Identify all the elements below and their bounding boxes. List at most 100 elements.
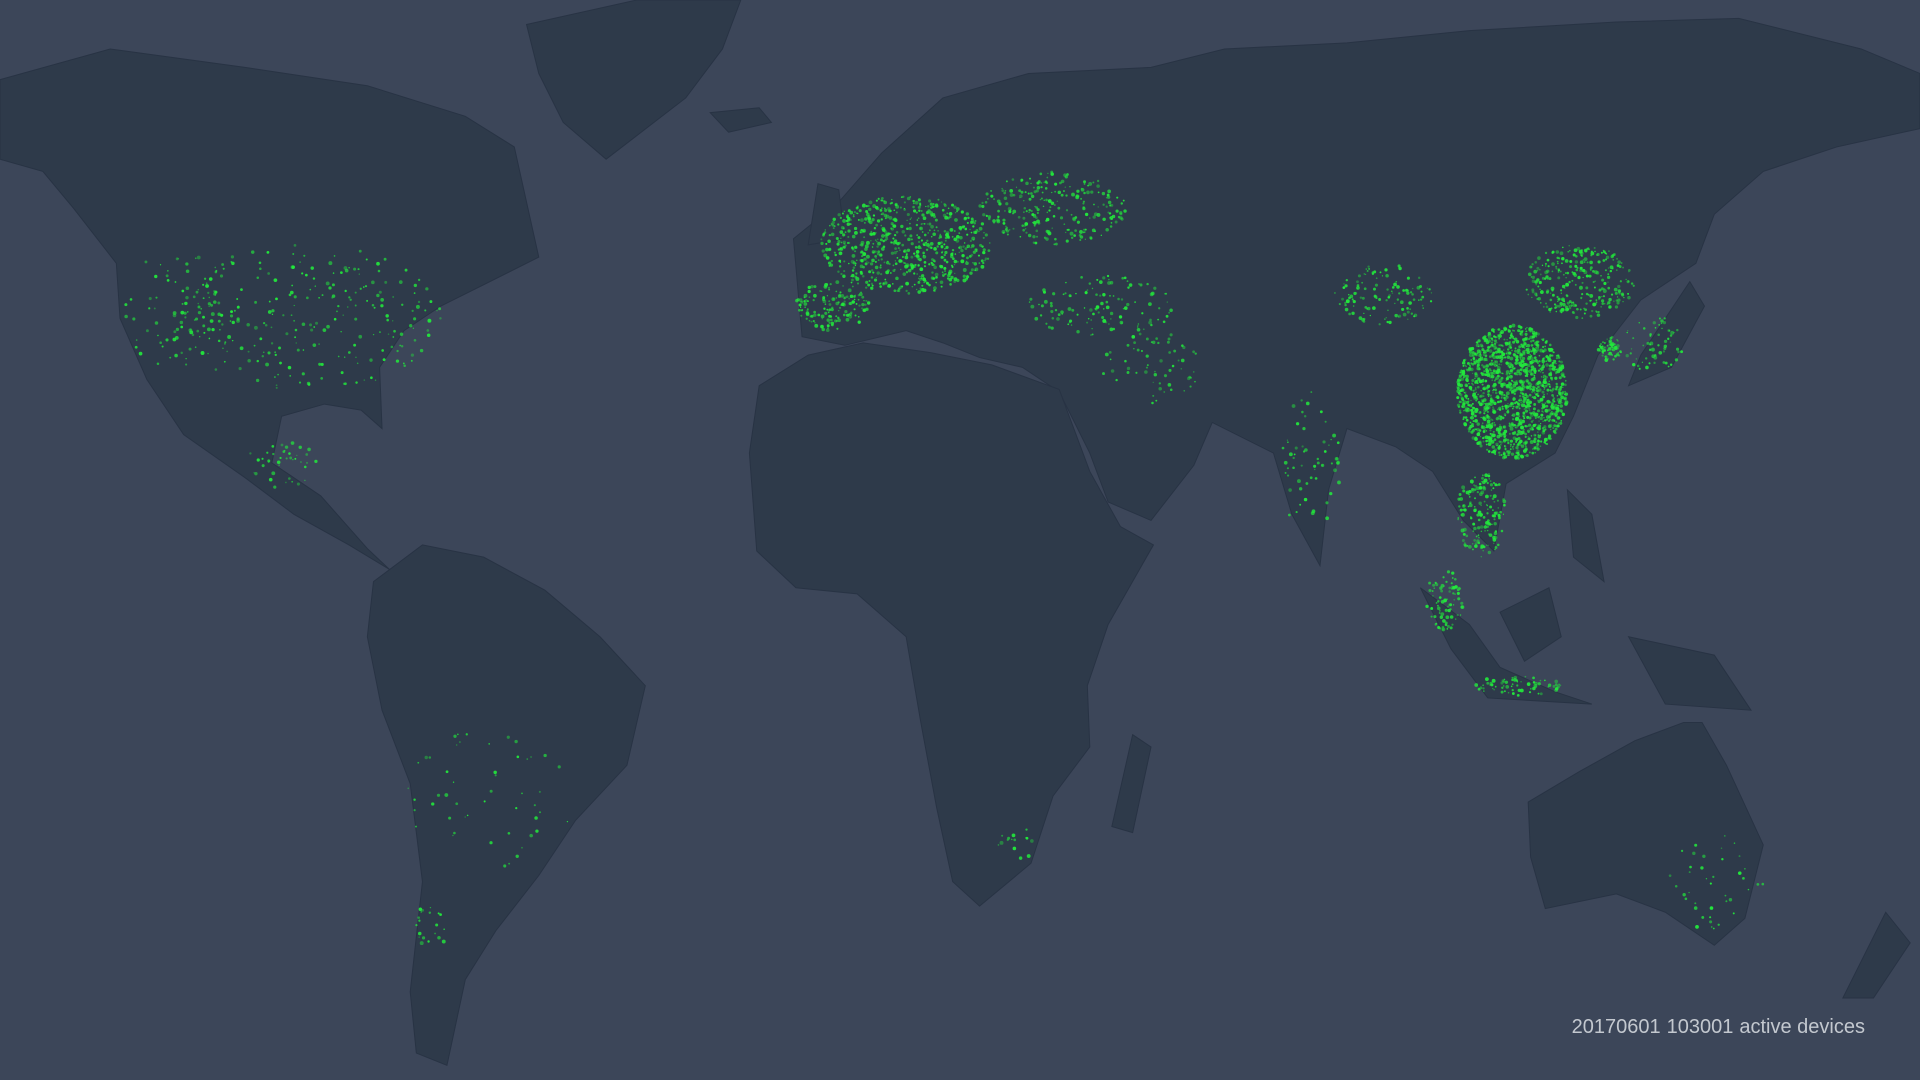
device-dot [312, 343, 317, 347]
device-dot [837, 223, 840, 226]
device-dot [1491, 355, 1494, 358]
device-dot [205, 282, 208, 285]
device-dot [135, 339, 138, 341]
device-dot [979, 243, 983, 247]
device-dot [1491, 678, 1496, 683]
device-dot [1512, 436, 1517, 440]
device-dot [881, 226, 886, 231]
device-dot [821, 297, 826, 302]
device-dot [296, 454, 298, 457]
device-dot [1531, 396, 1534, 398]
device-dot [1542, 395, 1545, 399]
device-dot [1642, 327, 1646, 330]
device-dot [1029, 297, 1033, 301]
device-dot [1546, 393, 1548, 395]
device-dot [847, 216, 851, 221]
device-dot [1138, 282, 1140, 285]
device-dot [1571, 279, 1574, 282]
device-dot [894, 260, 896, 262]
device-dot [1472, 530, 1475, 533]
device-dot [1511, 391, 1513, 394]
device-dot [1472, 389, 1475, 392]
device-dot [1460, 396, 1464, 400]
device-dot [937, 241, 941, 246]
device-dot [377, 269, 381, 273]
device-dot [1578, 285, 1583, 290]
device-dot [254, 471, 258, 476]
device-dot [293, 319, 296, 322]
device-dot [1357, 274, 1361, 278]
device-dot [1471, 436, 1476, 440]
device-dot [820, 241, 824, 246]
device-dot [1525, 401, 1529, 404]
device-dot [883, 230, 888, 234]
device-dot [855, 276, 860, 281]
device-dot [1555, 362, 1557, 365]
device-dot [827, 327, 829, 329]
device-dot [890, 227, 893, 230]
device-dot [1515, 426, 1517, 429]
device-dot [1536, 442, 1540, 446]
device-dot [874, 231, 877, 234]
device-dot [1482, 357, 1487, 362]
device-dot [1426, 287, 1429, 289]
device-dot [1568, 245, 1570, 247]
device-dot [1645, 365, 1649, 370]
device-dot [921, 210, 923, 212]
device-dot [1475, 399, 1478, 402]
device-dot [1075, 194, 1079, 198]
device-dot [900, 224, 904, 229]
device-dot [1529, 440, 1534, 444]
device-dot [1481, 476, 1484, 480]
device-dot [951, 265, 954, 268]
device-dot [1487, 508, 1489, 510]
device-dot [1599, 343, 1603, 346]
device-dot [948, 269, 953, 274]
device-dot [1552, 412, 1556, 416]
device-dot [1534, 358, 1538, 363]
device-dot [1603, 341, 1606, 345]
device-dot [953, 277, 958, 282]
device-dot [1552, 429, 1556, 433]
device-dot [972, 250, 976, 254]
device-dot [1524, 349, 1526, 351]
device-dot [1470, 430, 1474, 434]
device-dot [444, 793, 449, 797]
device-dot [1478, 501, 1482, 505]
device-dot [1560, 311, 1563, 314]
device-dot [1527, 293, 1530, 296]
device-dot [853, 211, 856, 214]
device-dot [1451, 577, 1454, 579]
device-dot [827, 239, 831, 243]
device-dot [933, 265, 937, 270]
device-dot [292, 252, 295, 255]
device-dot [1027, 233, 1032, 238]
device-dot [1494, 453, 1497, 455]
device-dot [1023, 207, 1027, 210]
device-dot [1509, 443, 1512, 446]
device-dot [1519, 688, 1524, 693]
device-dot [1499, 417, 1503, 421]
device-dot [1602, 341, 1604, 343]
device-dot [956, 210, 958, 213]
device-dot [1554, 414, 1558, 418]
device-dot [1544, 262, 1547, 265]
device-dot [1517, 453, 1520, 456]
device-dot [890, 251, 895, 255]
device-dot [1528, 409, 1531, 412]
device-dot [132, 317, 136, 321]
device-dot [1168, 351, 1172, 354]
device-dot [1533, 356, 1537, 360]
device-dot [1106, 195, 1111, 199]
device-dot [1549, 414, 1551, 416]
device-dot [1421, 295, 1425, 299]
device-dot [1478, 441, 1482, 446]
device-dot [1066, 228, 1069, 231]
device-dot [1663, 344, 1668, 348]
device-dot [521, 792, 523, 795]
device-dot [808, 296, 811, 299]
device-dot [1667, 329, 1671, 332]
device-dot [1535, 360, 1537, 362]
device-dot [1314, 468, 1316, 471]
